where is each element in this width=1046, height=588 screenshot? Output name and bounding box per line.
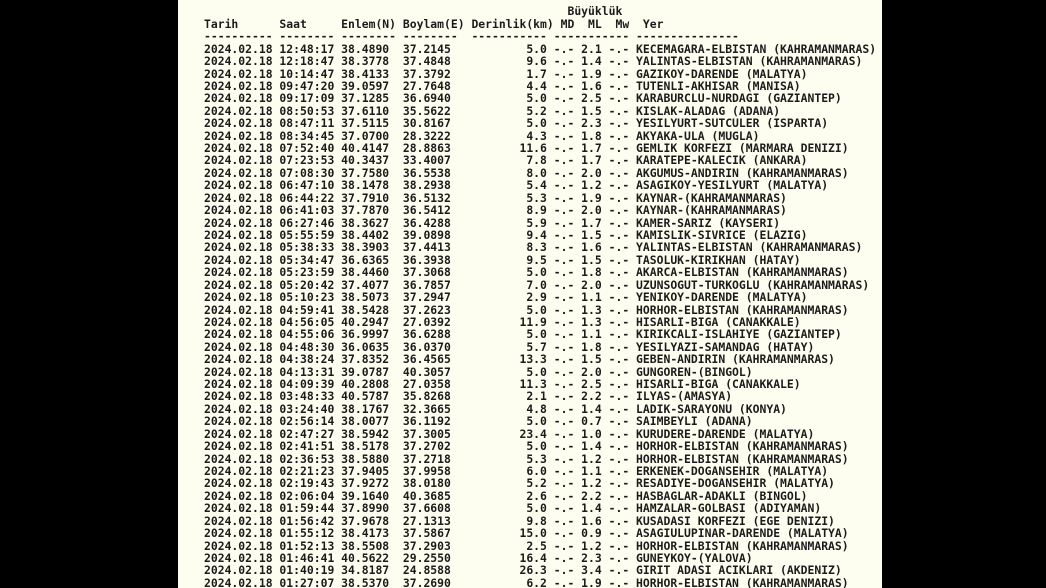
earthquake-listing-pane: Büyüklük Tarih Saat Enlem(N) Boylam(E) D… xyxy=(178,0,882,588)
earthquake-listing-text: Büyüklük Tarih Saat Enlem(N) Boylam(E) D… xyxy=(204,4,877,588)
